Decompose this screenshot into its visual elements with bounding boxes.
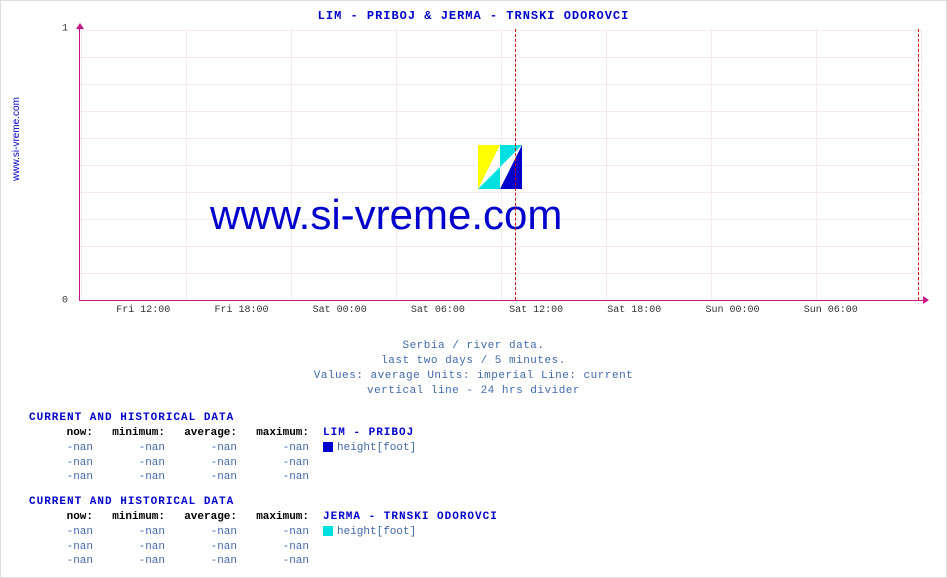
x-tick-label: Sat 00:00 xyxy=(313,305,367,316)
table-cell: -nan xyxy=(173,441,245,456)
series-label: LIM - PRIBOJ xyxy=(317,426,424,441)
table-cell xyxy=(317,540,506,555)
legend-swatch-icon xyxy=(323,526,333,536)
watermark-text: www.si-vreme.com xyxy=(210,191,562,239)
data-table: now:minimum:average:maximum:JERMA - TRNS… xyxy=(29,510,506,569)
x-tick-label: Sat 12:00 xyxy=(509,305,563,316)
table-cell: -nan xyxy=(173,554,245,569)
table-cell xyxy=(317,470,424,485)
table-row: -nan-nan-nan-nan xyxy=(29,456,424,471)
table-row: -nan-nan-nan-nan xyxy=(29,470,424,485)
col-header: maximum: xyxy=(245,426,317,441)
side-url-label: www.si-vreme.com xyxy=(11,97,22,181)
subtitle-line: Values: average Units: imperial Line: cu… xyxy=(1,369,946,384)
table-cell: -nan xyxy=(29,456,101,471)
table-row: -nan-nan-nan-nanheight[foot] xyxy=(29,441,424,456)
table-cell: -nan xyxy=(29,525,101,540)
plot-area: www.si-vreme.com 01Fri 12:00Fri 18:00Sat… xyxy=(59,29,923,319)
section-header: CURRENT AND HISTORICAL DATA xyxy=(29,411,424,426)
table-cell: -nan xyxy=(29,540,101,555)
x-tick-label: Sat 18:00 xyxy=(607,305,661,316)
x-tick-label: Sun 00:00 xyxy=(705,305,759,316)
col-header: now: xyxy=(29,426,101,441)
col-header: maximum: xyxy=(245,510,317,525)
measure-cell: height[foot] xyxy=(317,441,424,456)
table-cell: -nan xyxy=(101,441,173,456)
x-tick-label: Sun 06:00 xyxy=(804,305,858,316)
table-cell: -nan xyxy=(173,525,245,540)
measure-cell: height[foot] xyxy=(317,525,506,540)
divider-vline xyxy=(918,29,919,300)
chart-title: LIM - PRIBOJ & JERMA - TRNSKI ODOROVCI xyxy=(1,1,946,23)
data-section: CURRENT AND HISTORICAL DATAnow:minimum:a… xyxy=(29,495,506,569)
table-cell: -nan xyxy=(245,470,317,485)
plot: www.si-vreme.com 01Fri 12:00Fri 18:00Sat… xyxy=(79,29,923,301)
table-row: -nan-nan-nan-nan xyxy=(29,540,506,555)
table-cell: -nan xyxy=(101,525,173,540)
divider-vline xyxy=(515,29,516,300)
x-tick-label: Sat 06:00 xyxy=(411,305,465,316)
table-cell: -nan xyxy=(29,470,101,485)
col-header: minimum: xyxy=(101,510,173,525)
table-cell: -nan xyxy=(101,470,173,485)
table-cell xyxy=(317,456,424,471)
table-cell: -nan xyxy=(245,525,317,540)
table-row: -nan-nan-nan-nanheight[foot] xyxy=(29,525,506,540)
table-cell: -nan xyxy=(245,554,317,569)
table-cell: -nan xyxy=(245,540,317,555)
col-header: minimum: xyxy=(101,426,173,441)
table-cell: -nan xyxy=(173,470,245,485)
col-header: average: xyxy=(173,426,245,441)
table-cell: -nan xyxy=(29,441,101,456)
subtitle-line: last two days / 5 minutes. xyxy=(1,354,946,369)
x-tick-label: Fri 18:00 xyxy=(214,305,268,316)
x-tick-label: Fri 12:00 xyxy=(116,305,170,316)
table-cell: -nan xyxy=(101,554,173,569)
y-tick-label: 0 xyxy=(62,296,68,307)
series-label: JERMA - TRNSKI ODOROVCI xyxy=(317,510,506,525)
legend-swatch-icon xyxy=(323,442,333,452)
table-cell xyxy=(317,554,506,569)
y-axis-arrow-icon xyxy=(76,23,84,29)
table-row: -nan-nan-nan-nan xyxy=(29,554,506,569)
table-cell: -nan xyxy=(173,456,245,471)
table-cell: -nan xyxy=(29,554,101,569)
col-header: now: xyxy=(29,510,101,525)
table-cell: -nan xyxy=(173,540,245,555)
section-header: CURRENT AND HISTORICAL DATA xyxy=(29,495,506,510)
subtitle-block: Serbia / river data. last two days / 5 m… xyxy=(1,339,946,398)
table-cell: -nan xyxy=(245,456,317,471)
subtitle-line: Serbia / river data. xyxy=(1,339,946,354)
col-header: average: xyxy=(173,510,245,525)
data-section: CURRENT AND HISTORICAL DATAnow:minimum:a… xyxy=(29,411,424,485)
table-cell: -nan xyxy=(245,441,317,456)
x-axis-arrow-icon xyxy=(923,296,929,304)
table-cell: -nan xyxy=(101,540,173,555)
data-table: now:minimum:average:maximum:LIM - PRIBOJ… xyxy=(29,426,424,485)
y-tick-label: 1 xyxy=(62,24,68,35)
subtitle-line: vertical line - 24 hrs divider xyxy=(1,384,946,399)
table-cell: -nan xyxy=(101,456,173,471)
